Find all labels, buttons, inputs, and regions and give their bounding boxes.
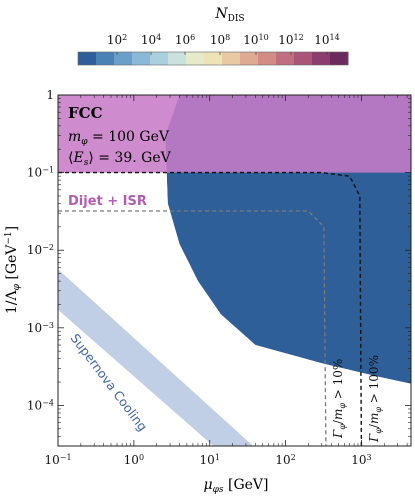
colorbar-swatch [150,52,169,65]
label-width-10-percent: Γφ/mφ > 10% [331,359,347,439]
colorbar-swatch [222,52,241,65]
x-tick-label: 100 [124,453,144,468]
y-tick-label: 1 [46,88,54,102]
sensitivity-band [387,12,415,45]
y-tick-label: 10−1 [27,165,54,180]
colorbar-swatch [312,52,331,65]
x-tick-label: 10−1 [44,453,71,468]
width-10-percent-curve [58,210,327,446]
plot-frame [57,94,412,447]
colorbar-title: NDIS [214,6,244,24]
colorbar-tick-label: 1014 [314,33,339,48]
colorbar-swatch [186,52,205,65]
colorbar-frame [77,51,349,66]
colorbar-swatch [294,52,313,65]
sensitivity-band [408,33,415,45]
y-axis-label: 1/Λφ [GeV−1] [4,226,22,314]
y-axis-ticks: 10−4 10−3 10−2 10−1 1 [27,88,411,447]
sensitivity-bands [58,0,415,446]
colorbar-swatch [96,52,115,65]
colorbar-swatch [78,52,97,65]
colorbar-tick-label: 1012 [278,33,303,48]
colorbar-swatch [258,52,277,65]
supernova-cooling-region [58,269,254,446]
colorbar [77,51,349,66]
y-tick-label: 10−2 [27,243,54,258]
sensitivity-band [408,33,415,45]
sensitivity-band [408,33,415,45]
colorbar-tick-label: 108 [210,33,230,48]
x-tick-label: 102 [275,453,295,468]
colorbar-tick-label: 102 [107,33,127,48]
y-tick-label: 10−4 [27,398,54,413]
x-tick-label: 103 [351,453,371,468]
x-axis-ticks: 10−1 100 101 102 103 [44,95,408,468]
width-100-percent-curve [58,171,363,446]
colorbar-swatch [330,52,349,65]
label-dijet-isr: Dijet + ISR [68,194,147,209]
colorbar-swatch [132,52,151,65]
colorbar-swatch [204,52,223,65]
colorbar-swatch [240,52,259,65]
label-width-100-percent: Γφ/mφ > 100% [367,355,383,443]
dijet-isr-region [58,95,411,173]
colorbar-swatch [114,52,133,65]
annotation-mass: mφ = 100 GeV [68,129,170,147]
colorbar-tick-label: 1010 [243,33,268,48]
annotation-fcc: FCC [68,104,103,122]
colorbar-tick-label: 106 [175,33,195,48]
colorbar-swatch [168,52,187,65]
sensitivity-band [357,0,415,45]
y-tick-label: 10−3 [27,320,54,335]
colorbar-tick-label: 104 [141,33,161,48]
colorbar-swatch [276,52,295,65]
x-tick-label: 101 [200,453,220,468]
x-axis-label: μφs [GeV] [204,477,269,495]
annotation-energy: ⟨Es⟩ = 39. GeV [68,150,172,168]
colorbar-tick-labels: 102 104 106 108 1010 1012 1014 [107,33,340,48]
plot-content [58,0,415,446]
